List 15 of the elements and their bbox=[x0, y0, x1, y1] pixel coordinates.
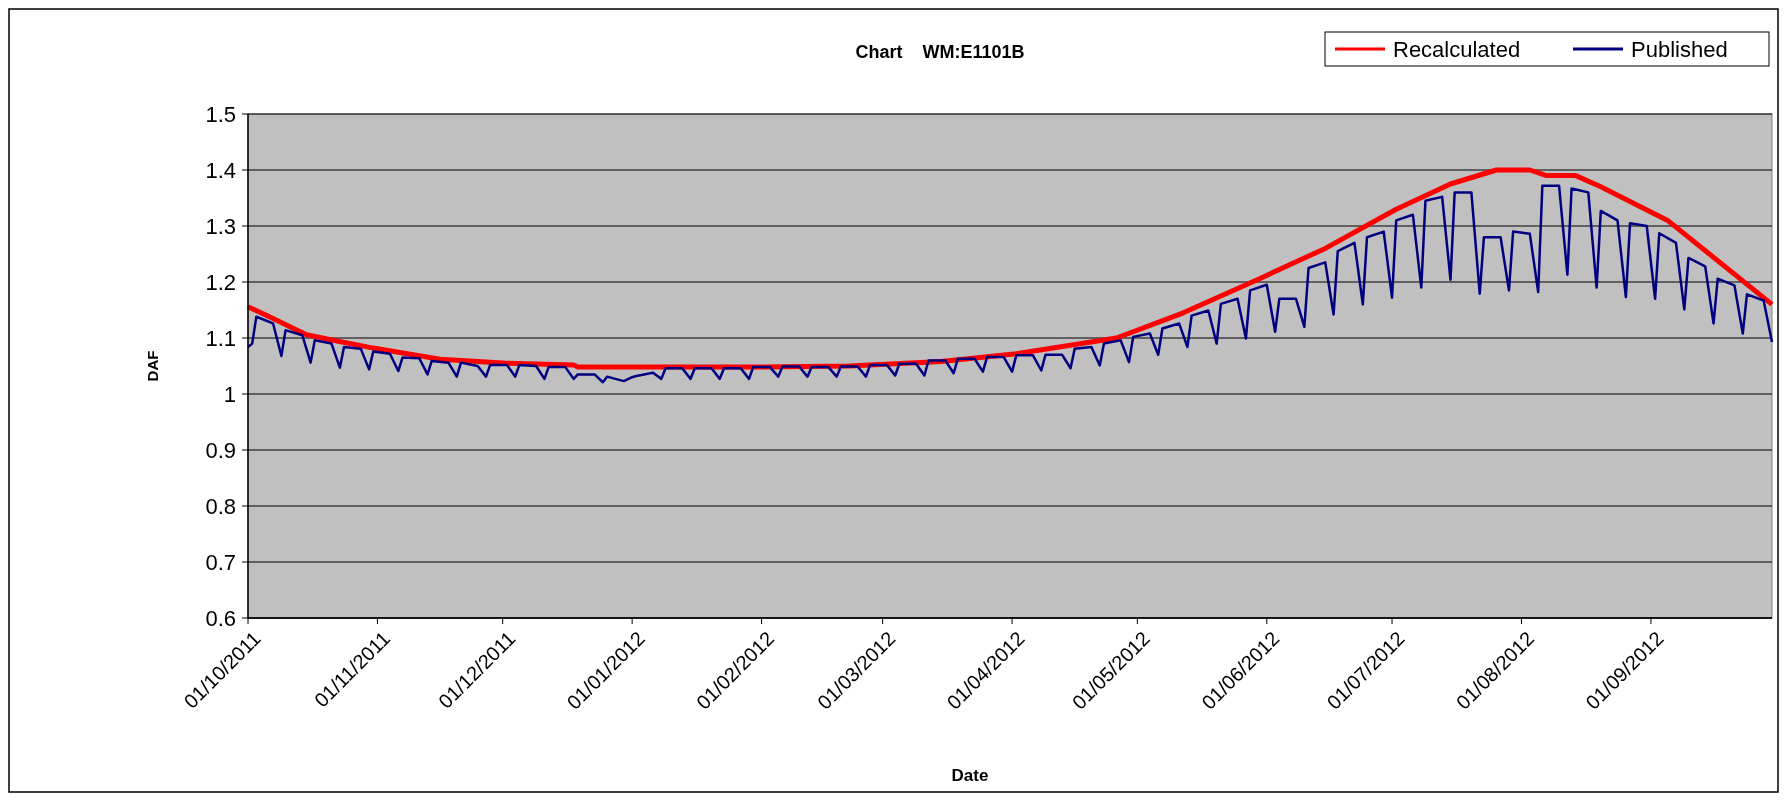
chart-title: Chart WM:E1101B bbox=[855, 42, 1025, 62]
y-tick-label: 1.3 bbox=[205, 213, 236, 239]
y-tick-label: 0.6 bbox=[205, 605, 236, 631]
y-tick-label: 0.8 bbox=[205, 493, 236, 519]
y-axis-title: DAF bbox=[144, 350, 161, 382]
y-tick-label: 0.7 bbox=[205, 549, 236, 575]
y-tick-label: 1.5 bbox=[205, 101, 236, 127]
x-axis-title: Date bbox=[951, 766, 989, 785]
legend-label: Published bbox=[1631, 36, 1728, 62]
y-tick-label: 1.2 bbox=[205, 269, 236, 295]
y-tick-label: 1.4 bbox=[205, 157, 236, 183]
y-tick-label: 1.1 bbox=[205, 325, 236, 351]
y-tick-label: 0.9 bbox=[205, 437, 236, 463]
y-tick-label: 1 bbox=[223, 381, 236, 407]
legend-label: Recalculated bbox=[1393, 36, 1521, 62]
